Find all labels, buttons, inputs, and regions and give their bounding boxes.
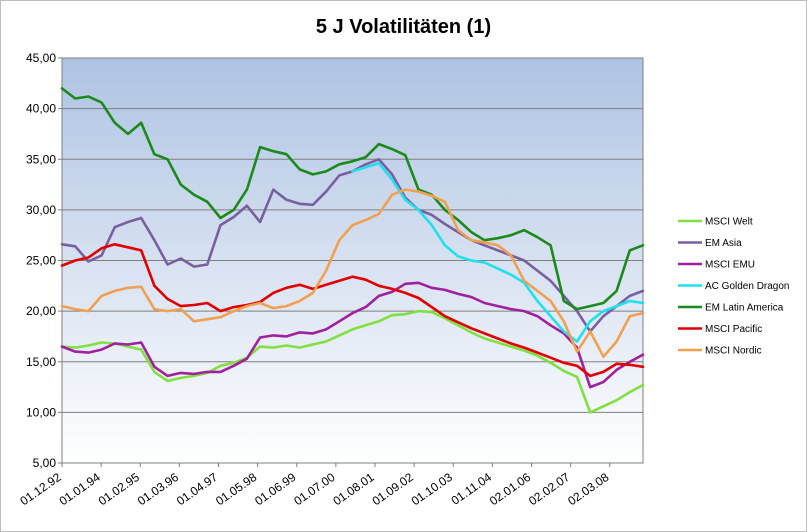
x-tick-label: 02.03.08 xyxy=(565,470,612,508)
x-tick-label: 01.09.02 xyxy=(370,470,417,508)
series-line xyxy=(60,87,645,311)
y-tick-label: 45,00 xyxy=(26,51,56,65)
x-tick-label: 01.03.96 xyxy=(135,470,182,508)
legend-label: MSCI EMU xyxy=(705,260,755,271)
legend-label: EM Latin America xyxy=(705,303,784,314)
y-tick-label: 5,00 xyxy=(33,456,57,470)
x-tick-label: 01.05.98 xyxy=(213,470,260,508)
x-tick-label: 01.08.01 xyxy=(330,470,377,508)
x-tick-label: 01.12.92 xyxy=(17,470,64,508)
legend: MSCI Welt EM Asia MSCI EMU AC Golden Dragon… xyxy=(678,217,790,357)
legend-label: MSCI Nordic xyxy=(705,346,762,357)
series-line xyxy=(351,162,645,343)
x-tick-label: 01.07.00 xyxy=(291,470,338,508)
x-tick-label: 01.10.03 xyxy=(409,470,456,508)
series-line xyxy=(60,281,645,389)
x-tick-label: 02.01.06 xyxy=(487,470,534,508)
y-tick-label: 40,00 xyxy=(26,102,56,116)
x-tick-label: 01.01.94 xyxy=(57,470,104,508)
y-tick-label: 20,00 xyxy=(26,304,56,318)
legend-label: MSCI Pacific xyxy=(705,324,762,335)
y-tick-label: 10,00 xyxy=(26,405,56,419)
series-lines xyxy=(60,87,645,414)
y-tick-label: 35,00 xyxy=(26,152,56,166)
legend-label: EM Asia xyxy=(705,238,742,249)
series-line xyxy=(60,243,645,378)
legend-label: MSCI Welt xyxy=(705,217,753,228)
y-tick-label: 15,00 xyxy=(26,355,56,369)
x-tick-label: 01.11.04 xyxy=(449,470,495,508)
y-tick-label: 30,00 xyxy=(26,203,56,217)
series-line xyxy=(60,309,645,414)
x-tick-label: 01.04.97 xyxy=(174,470,221,508)
series-line xyxy=(60,188,645,358)
x-tick-label: 01.02.95 xyxy=(96,470,143,508)
x-tick-label: 02.02.07 xyxy=(526,470,573,508)
y-tick-label: 25,00 xyxy=(26,254,56,268)
chart-title: 5 J Volatilitäten (1) xyxy=(315,16,492,38)
legend-label: AC Golden Dragon xyxy=(705,281,790,292)
x-tick-label: 01.06.99 xyxy=(252,470,299,508)
